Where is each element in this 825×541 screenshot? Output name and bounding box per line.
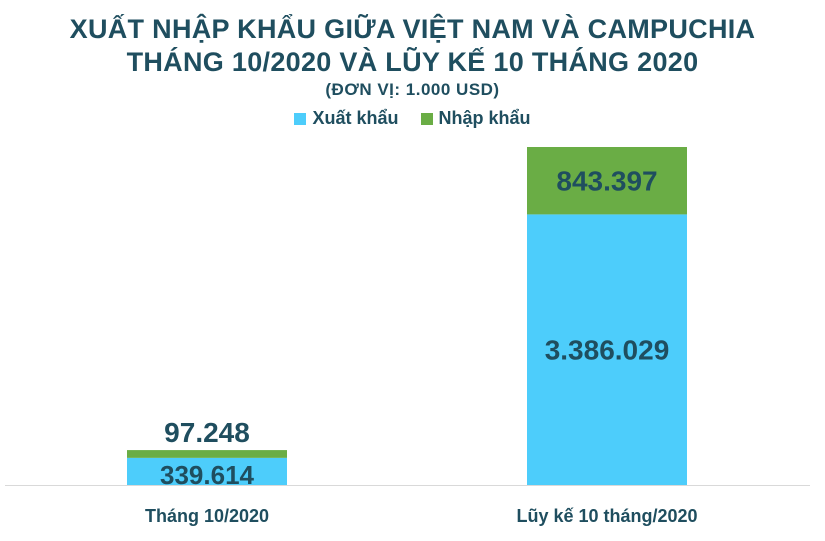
legend-item-import: Nhập khẩu	[420, 108, 531, 129]
bar-import-0	[127, 450, 287, 458]
data-label-export-0: 339.614	[160, 460, 255, 490]
legend-swatch-export	[294, 112, 307, 125]
category-label-0: Tháng 10/2020	[145, 506, 269, 526]
chart-title-line2: THÁNG 10/2020 VÀ LŨY KẾ 10 THÁNG 2020	[126, 47, 699, 77]
data-label-import-1: 843.397	[556, 166, 657, 197]
legend-label-export: Xuất khẩu	[312, 108, 399, 128]
bar-export-1	[527, 214, 687, 485]
chart-unit: (ĐƠN VỊ: 1.000 USD)	[325, 80, 500, 99]
legend: Xuất khẩu Nhập khẩu	[0, 108, 825, 129]
legend-label-import: Nhập khẩu	[438, 108, 531, 128]
bar-export-0	[127, 457, 287, 485]
data-label-export-1: 3.386.029	[545, 335, 670, 366]
legend-item-export: Xuất khẩu	[294, 108, 399, 129]
legend-swatch-import	[420, 112, 433, 125]
chart-title-line1: XUẤT NHẬP KHẨU GIỮA VIỆT NAM VÀ CAMPUCHI…	[69, 14, 756, 44]
bar-import-1	[527, 147, 687, 215]
category-label-1: Lũy kế 10 tháng/2020	[516, 506, 697, 526]
data-label-import-0: 97.248	[164, 417, 250, 448]
